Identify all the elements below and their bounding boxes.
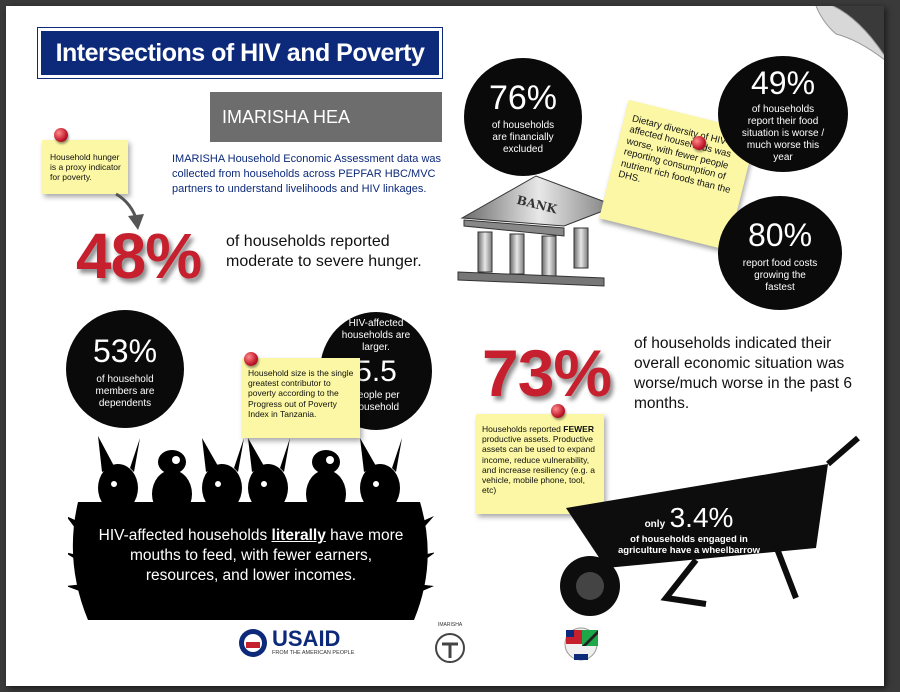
imarisha-emblem-icon xyxy=(435,633,465,663)
subtitle: IMARISHA HEA xyxy=(222,107,351,127)
dependents-circle: 53% of household members are dependents xyxy=(66,310,184,428)
wheelbarrow-icon xyxy=(560,435,860,616)
household-size-text: people per household xyxy=(352,390,400,413)
economic-percent: 73% xyxy=(482,336,612,410)
food-situation-circle: 49% of households report their food situ… xyxy=(718,56,848,172)
partner-flags-logo xyxy=(564,627,598,661)
bank-icon: BANK xyxy=(457,175,618,287)
economic-text: of households indicated their overall ec… xyxy=(634,335,852,413)
mouths-post: have more mouths to feed, with fewer ear… xyxy=(129,527,404,585)
food-costs-text: report food costs growing the fastest xyxy=(742,258,818,293)
mouths-pre: HIV-affected households xyxy=(98,527,272,544)
wheelbarrow-stat: only 3.4% of households engaged in agric… xyxy=(604,502,774,557)
hunger-text: of households reported moderate to sever… xyxy=(226,233,422,270)
food-situation-text: of households report their food situatio… xyxy=(741,104,825,163)
food-situation-percent: 49% xyxy=(750,65,816,101)
dependents-text: of household members are dependents xyxy=(95,374,155,409)
dietary-note-text: Dietary diversity of HIV-affected househ… xyxy=(617,113,733,196)
pushpin-icon xyxy=(692,136,706,150)
usaid-logo: USAID FROM THE AMERICAN PEOPLE xyxy=(238,626,358,660)
subtitle-bar: IMARISHA HEA xyxy=(210,92,442,142)
hunger-note-text: Household hunger is a proxy indicator fo… xyxy=(50,152,121,183)
household-size-note: Household size is the single greatest co… xyxy=(242,358,360,438)
hunger-note: Household hunger is a proxy indicator fo… xyxy=(42,140,128,194)
dependents-percent: 53% xyxy=(92,333,158,369)
title-bar: Intersections of HIV and Poverty xyxy=(37,27,443,79)
imarisha-logo: IMARISHA xyxy=(430,622,470,666)
usaid-tagline: FROM THE AMERICAN PEOPLE xyxy=(272,650,355,656)
mouths-text: HIV-affected households literally have m… xyxy=(96,526,406,586)
pushpin-icon xyxy=(54,128,68,142)
mouths-emph: literally xyxy=(271,527,326,544)
hungry-birds-silhouette xyxy=(68,436,434,620)
page-curl-icon xyxy=(815,6,884,60)
assets-note-pre: Households reported xyxy=(482,424,564,434)
pushpin-icon xyxy=(244,352,258,366)
imarisha-wordmark: IMARISHA xyxy=(438,622,463,628)
intro-text: IMARISHA Household Economic Assessment d… xyxy=(172,153,442,195)
financial-circle: 76% of households are financially exclud… xyxy=(464,58,582,176)
food-costs-circle: 80% report food costs growing the fastes… xyxy=(718,196,842,310)
financial-percent: 76% xyxy=(488,79,558,117)
wheelbarrow-percent: 3.4% xyxy=(669,502,734,533)
usaid-seal-icon xyxy=(239,629,267,657)
wheelbarrow-text: of households engaged in agriculture hav… xyxy=(617,534,761,557)
assets-note-post: productive assets. Productive assets can… xyxy=(482,434,595,496)
household-size-value: 5.5 xyxy=(355,355,397,388)
usaid-wordmark: USAID xyxy=(272,626,341,651)
infographic-page: Intersections of HIV and Poverty IMARISH… xyxy=(6,6,884,686)
wheelbarrow-pre: only xyxy=(644,519,666,530)
household-size-pre: HIV-affected households are larger. xyxy=(341,318,411,353)
financial-text: of households are financially excluded xyxy=(491,120,555,155)
arrow-down-icon xyxy=(115,192,144,230)
assets-note: Households reported FEWER productive ass… xyxy=(476,414,604,514)
food-costs-percent: 80% xyxy=(747,217,813,253)
hunger-percent: 48% xyxy=(76,220,202,292)
pushpin-icon xyxy=(551,404,565,418)
page-title: Intersections of HIV and Poverty xyxy=(55,39,425,67)
assets-note-bold: FEWER xyxy=(563,424,594,434)
household-size-note-text: Household size is the single greatest co… xyxy=(248,368,354,419)
